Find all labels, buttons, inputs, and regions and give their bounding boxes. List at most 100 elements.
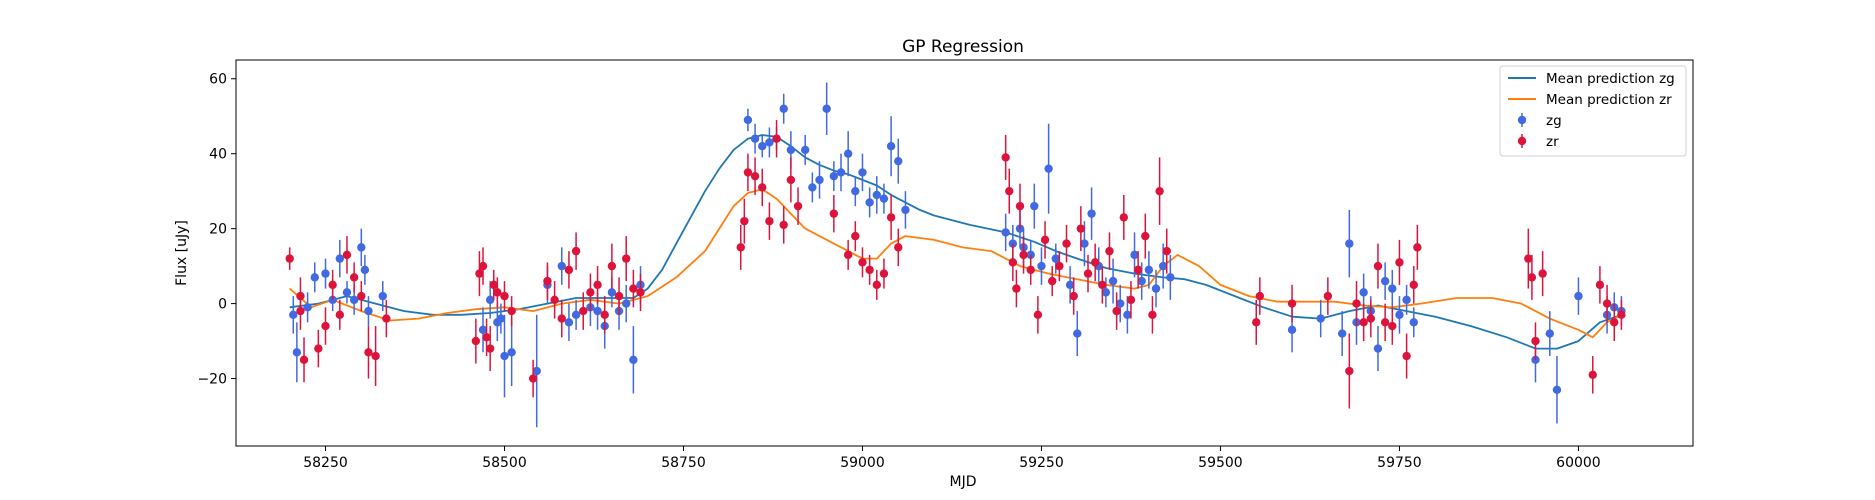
legend-box [1499,65,1687,157]
plot-frame [235,59,1694,447]
data-point-zg [851,186,860,196]
data-point-zg [1337,329,1347,338]
data-point-zg [1144,265,1154,275]
data-point-zr [1126,295,1136,305]
data-point-zr [586,288,595,297]
data-point-zg [800,145,810,155]
data-point-zr [485,344,495,353]
data-point-zr [1141,231,1150,241]
data-point-zg [629,355,638,365]
data-point-zg [1373,344,1383,353]
data-point-zg [1123,310,1132,320]
data-point-zg [836,168,846,177]
data-point-zr [1538,269,1547,278]
x-tick-label: 59750 [1377,455,1422,471]
data-point-zg [335,254,345,263]
data-point-zr [1026,265,1035,275]
data-point-zr [1413,243,1422,252]
data-point-zg [1316,314,1325,323]
data-point-zr [793,201,803,211]
y-tick-label: 40 [209,147,227,163]
data-point-zr [736,243,745,252]
data-point-zr [299,355,309,365]
data-point-zg [843,149,853,158]
data-point-zr [314,344,323,353]
data-point-zg [815,175,824,185]
chart-title: GP Regression [902,37,1024,57]
data-point-zg [1108,276,1118,286]
data-point-zg [743,115,753,125]
data-point-zg [1380,276,1390,286]
data-point-zr [843,250,853,260]
data-point-zr [1531,336,1540,346]
data-point-zr [622,254,631,263]
series-zg [289,82,1626,428]
data-point-zr [493,288,502,297]
data-point-zr [342,250,352,260]
data-point-zg [886,141,896,151]
data-point-zr [528,374,538,383]
data-point-zg [1051,254,1060,263]
data-point-zg [872,190,881,200]
data-point-zg [750,134,760,143]
data-point-zr [1155,186,1164,196]
data-point-zr [1090,258,1100,267]
plot-area [285,82,1626,428]
data-point-zr [349,273,359,282]
data-point-zg [1044,164,1053,173]
x-tick-label: 59500 [1198,455,1243,471]
data-point-zr [750,171,760,181]
data-point-zg [1116,299,1125,308]
data-point-zr [1062,239,1071,248]
data-point-zg [1087,209,1096,218]
y-tick-label: 60 [209,72,227,88]
legend-marker-zr [1517,134,1527,148]
data-point-zg [1552,385,1562,394]
data-point-zr [321,321,330,331]
data-point-zg [1151,284,1161,293]
data-point-zr [1395,258,1404,267]
data-point-zg [571,310,581,320]
data-point-zr [357,291,366,301]
data-point-zr [786,175,796,185]
data-point-zr [364,348,373,357]
data-point-zr [829,209,839,218]
data-point-zr [1527,273,1537,282]
x-axis: 58250 58500 58750 59000 59250 59500 59750 60000 [303,446,1601,471]
data-point-zg [593,306,602,316]
data-point-zr [564,265,574,275]
data-point-zg [1395,310,1404,320]
data-point-zr [1015,201,1025,211]
x-axis-label: MJD [950,474,977,490]
data-point-zg [496,314,506,323]
y-tick-label: −20 [197,372,227,388]
data-point-zg [342,288,352,297]
data-point-zg [758,141,767,151]
data-point-zr [1001,153,1010,162]
data-point-zg [321,269,330,278]
data-point-zg [808,183,817,192]
data-point-zg [779,104,788,113]
x-tick-label: 59250 [1019,455,1064,471]
data-point-zg [1137,276,1146,286]
data-point-zr [500,291,509,301]
data-point-zr [600,310,609,320]
data-point-zg [901,205,910,215]
data-point-zg [1065,280,1075,290]
data-point-zr [1098,280,1107,290]
data-point-zg [829,171,839,181]
data-point-zg [1287,325,1297,335]
data-point-zg [303,303,312,312]
data-point-zg [349,295,359,305]
data-point-zg [485,295,495,305]
data-point-zr [607,261,617,271]
data-point-zr [1005,186,1014,196]
data-point-zg [564,318,574,327]
legend-point [1517,115,1527,125]
data-point-zr [507,306,516,316]
data-point-zr [382,314,391,323]
data-point-zg [765,138,774,147]
data-point-zr [1112,306,1121,316]
data-point-zr [1055,261,1064,271]
